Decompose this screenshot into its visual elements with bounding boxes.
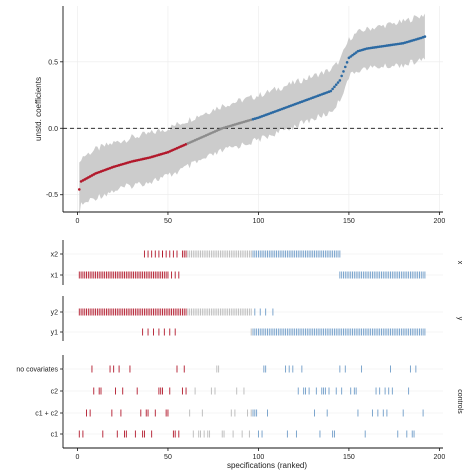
x-tick-label: 100 bbox=[253, 218, 265, 225]
x-tick-label: 0 bbox=[76, 218, 80, 225]
category-label: c1 + c2 bbox=[35, 411, 58, 418]
x-axis-title: specifications (ranked) bbox=[227, 461, 307, 470]
category-label: c1 bbox=[51, 432, 59, 439]
panel-strip-label: x bbox=[456, 261, 463, 265]
coefficient-point bbox=[342, 70, 345, 73]
coefficient-point bbox=[345, 61, 349, 64]
category-label: y2 bbox=[51, 310, 59, 317]
x-tick-label: 200 bbox=[434, 454, 446, 461]
x-tick-label: 200 bbox=[434, 218, 446, 225]
confidence-band bbox=[79, 13, 425, 217]
coefficient-point bbox=[333, 85, 336, 89]
panel-strip-label: y bbox=[456, 317, 463, 321]
category-label: x1 bbox=[51, 273, 59, 280]
coefficient-point bbox=[338, 79, 342, 82]
coefficient-point bbox=[423, 35, 427, 38]
coefficient-point bbox=[349, 55, 353, 58]
x-tick-label: 150 bbox=[343, 454, 355, 461]
coefficient-panel: -0.5 0.0 0.5 0 50 100 150 200 unstd. coefficient… bbox=[34, 6, 445, 225]
category-label: x2 bbox=[51, 252, 59, 259]
panel-strip-label: controls bbox=[456, 389, 463, 414]
coefficient-point bbox=[343, 65, 347, 69]
coefficient-point bbox=[336, 81, 340, 84]
coefficient-point bbox=[331, 87, 334, 91]
x-panel: x2 x1 x bbox=[51, 240, 463, 285]
y-tick-label: -0.5 bbox=[46, 192, 58, 199]
x-tick-label: 50 bbox=[164, 218, 172, 225]
category-label: y1 bbox=[51, 330, 59, 337]
x-tick-label: 150 bbox=[343, 218, 355, 225]
coefficient-point bbox=[351, 53, 354, 57]
y-tick-label: 0.5 bbox=[48, 59, 58, 66]
coefficient-point bbox=[354, 51, 358, 54]
category-label: no covariates bbox=[16, 367, 58, 374]
coefficient-point bbox=[329, 89, 333, 93]
y-tick-label: 0.0 bbox=[48, 126, 58, 133]
controls-panel: no covariates c2 c1 + c2 c1 controls 0 50 100 15… bbox=[16, 355, 463, 461]
x-tick-label: 0 bbox=[76, 454, 80, 461]
coefficient-point bbox=[353, 52, 356, 56]
x-tick-label: 100 bbox=[253, 454, 265, 461]
x-tick-label: 50 bbox=[164, 454, 172, 461]
coefficient-point bbox=[340, 74, 343, 78]
coefficient-point bbox=[334, 83, 338, 86]
coefficient-point bbox=[347, 56, 351, 60]
coefficient-point bbox=[77, 188, 81, 191]
y-axis-title: unstd. coefficients bbox=[34, 77, 43, 141]
y-panel: y2 y1 y bbox=[51, 296, 463, 341]
category-label: c2 bbox=[51, 389, 59, 396]
